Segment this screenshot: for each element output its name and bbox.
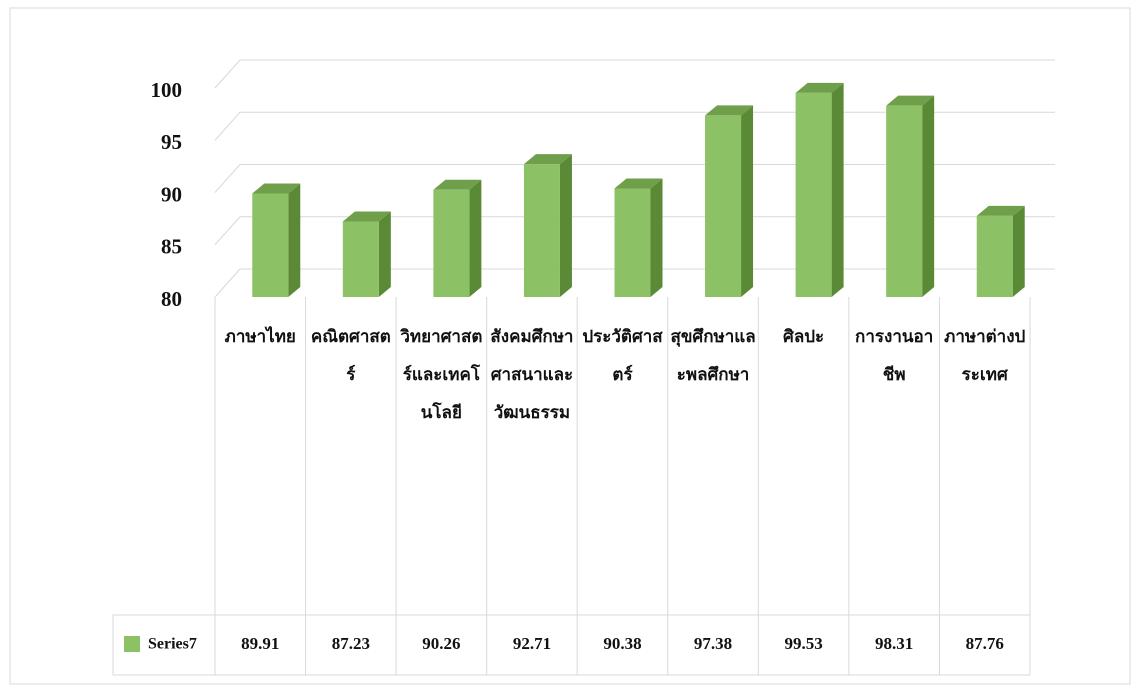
y-tick-label: 100 bbox=[151, 78, 183, 102]
table-value: 87.23 bbox=[332, 634, 370, 653]
bar-side bbox=[922, 95, 935, 298]
y-tick-label: 90 bbox=[161, 182, 182, 206]
x-tick-label: การงานอาชีพ bbox=[855, 327, 934, 384]
table-value: 92.71 bbox=[513, 634, 551, 653]
bar-top bbox=[795, 82, 844, 93]
bar bbox=[614, 188, 651, 297]
bar bbox=[795, 92, 832, 297]
table-value: 87.76 bbox=[966, 634, 1004, 653]
bar-top bbox=[433, 179, 482, 190]
table-value: 97.38 bbox=[694, 634, 732, 653]
x-tick-label: สุขศึกษาและพลศึกษา bbox=[670, 327, 756, 384]
grid-line-side bbox=[214, 59, 241, 89]
bar-side bbox=[378, 211, 391, 297]
x-tick-label: คณิตศาสตร์ bbox=[310, 327, 391, 384]
bar bbox=[523, 164, 560, 297]
bar-top bbox=[976, 205, 1025, 216]
bar-side bbox=[559, 154, 572, 297]
bar bbox=[342, 221, 379, 297]
bar-top bbox=[252, 183, 301, 194]
grid-line-side bbox=[214, 164, 241, 193]
y-tick-label: 85 bbox=[161, 235, 182, 259]
chart-border bbox=[9, 7, 1131, 685]
x-tick-label: วิทยาศาสตร์และเทคโนโลยี bbox=[400, 327, 483, 422]
bar-top bbox=[705, 105, 754, 116]
legend-label: Series7 bbox=[148, 636, 197, 653]
x-tick-label: ศิลปะ bbox=[783, 327, 825, 346]
x-tick-label: ประวัติศาสตร์ bbox=[582, 327, 663, 384]
bar bbox=[705, 115, 742, 297]
bar bbox=[433, 189, 470, 297]
grid-line-side bbox=[214, 111, 241, 141]
bar-top bbox=[342, 211, 391, 222]
bar-side bbox=[288, 183, 301, 297]
bar-top bbox=[886, 95, 935, 106]
legend-swatch bbox=[124, 636, 140, 652]
x-tick-label: ภาษาต่างประเทศ bbox=[944, 327, 1026, 384]
bar-top bbox=[614, 178, 663, 189]
table-value: 99.53 bbox=[784, 634, 822, 653]
grid-line-side bbox=[214, 216, 241, 246]
bar bbox=[886, 105, 923, 298]
bar-side bbox=[469, 179, 482, 297]
bar-side bbox=[650, 178, 663, 297]
y-tick-label: 80 bbox=[161, 287, 182, 311]
x-tick-label: ภาษาไทย bbox=[224, 327, 296, 346]
bar-top bbox=[523, 154, 572, 165]
bar-side bbox=[831, 82, 844, 297]
grid-line-side bbox=[214, 268, 241, 298]
table-value: 98.31 bbox=[875, 634, 913, 653]
x-tick-label: สังคมศึกษา ศาสนาและวัฒนธรรม bbox=[490, 327, 574, 422]
bar bbox=[252, 193, 289, 297]
y-tick-label: 95 bbox=[161, 130, 182, 154]
table-value: 90.38 bbox=[603, 634, 641, 653]
table-value: 90.26 bbox=[422, 634, 460, 653]
bar bbox=[976, 215, 1013, 297]
bar-side bbox=[741, 105, 754, 297]
table-value: 89.91 bbox=[241, 634, 279, 653]
bar-side bbox=[1012, 205, 1025, 297]
